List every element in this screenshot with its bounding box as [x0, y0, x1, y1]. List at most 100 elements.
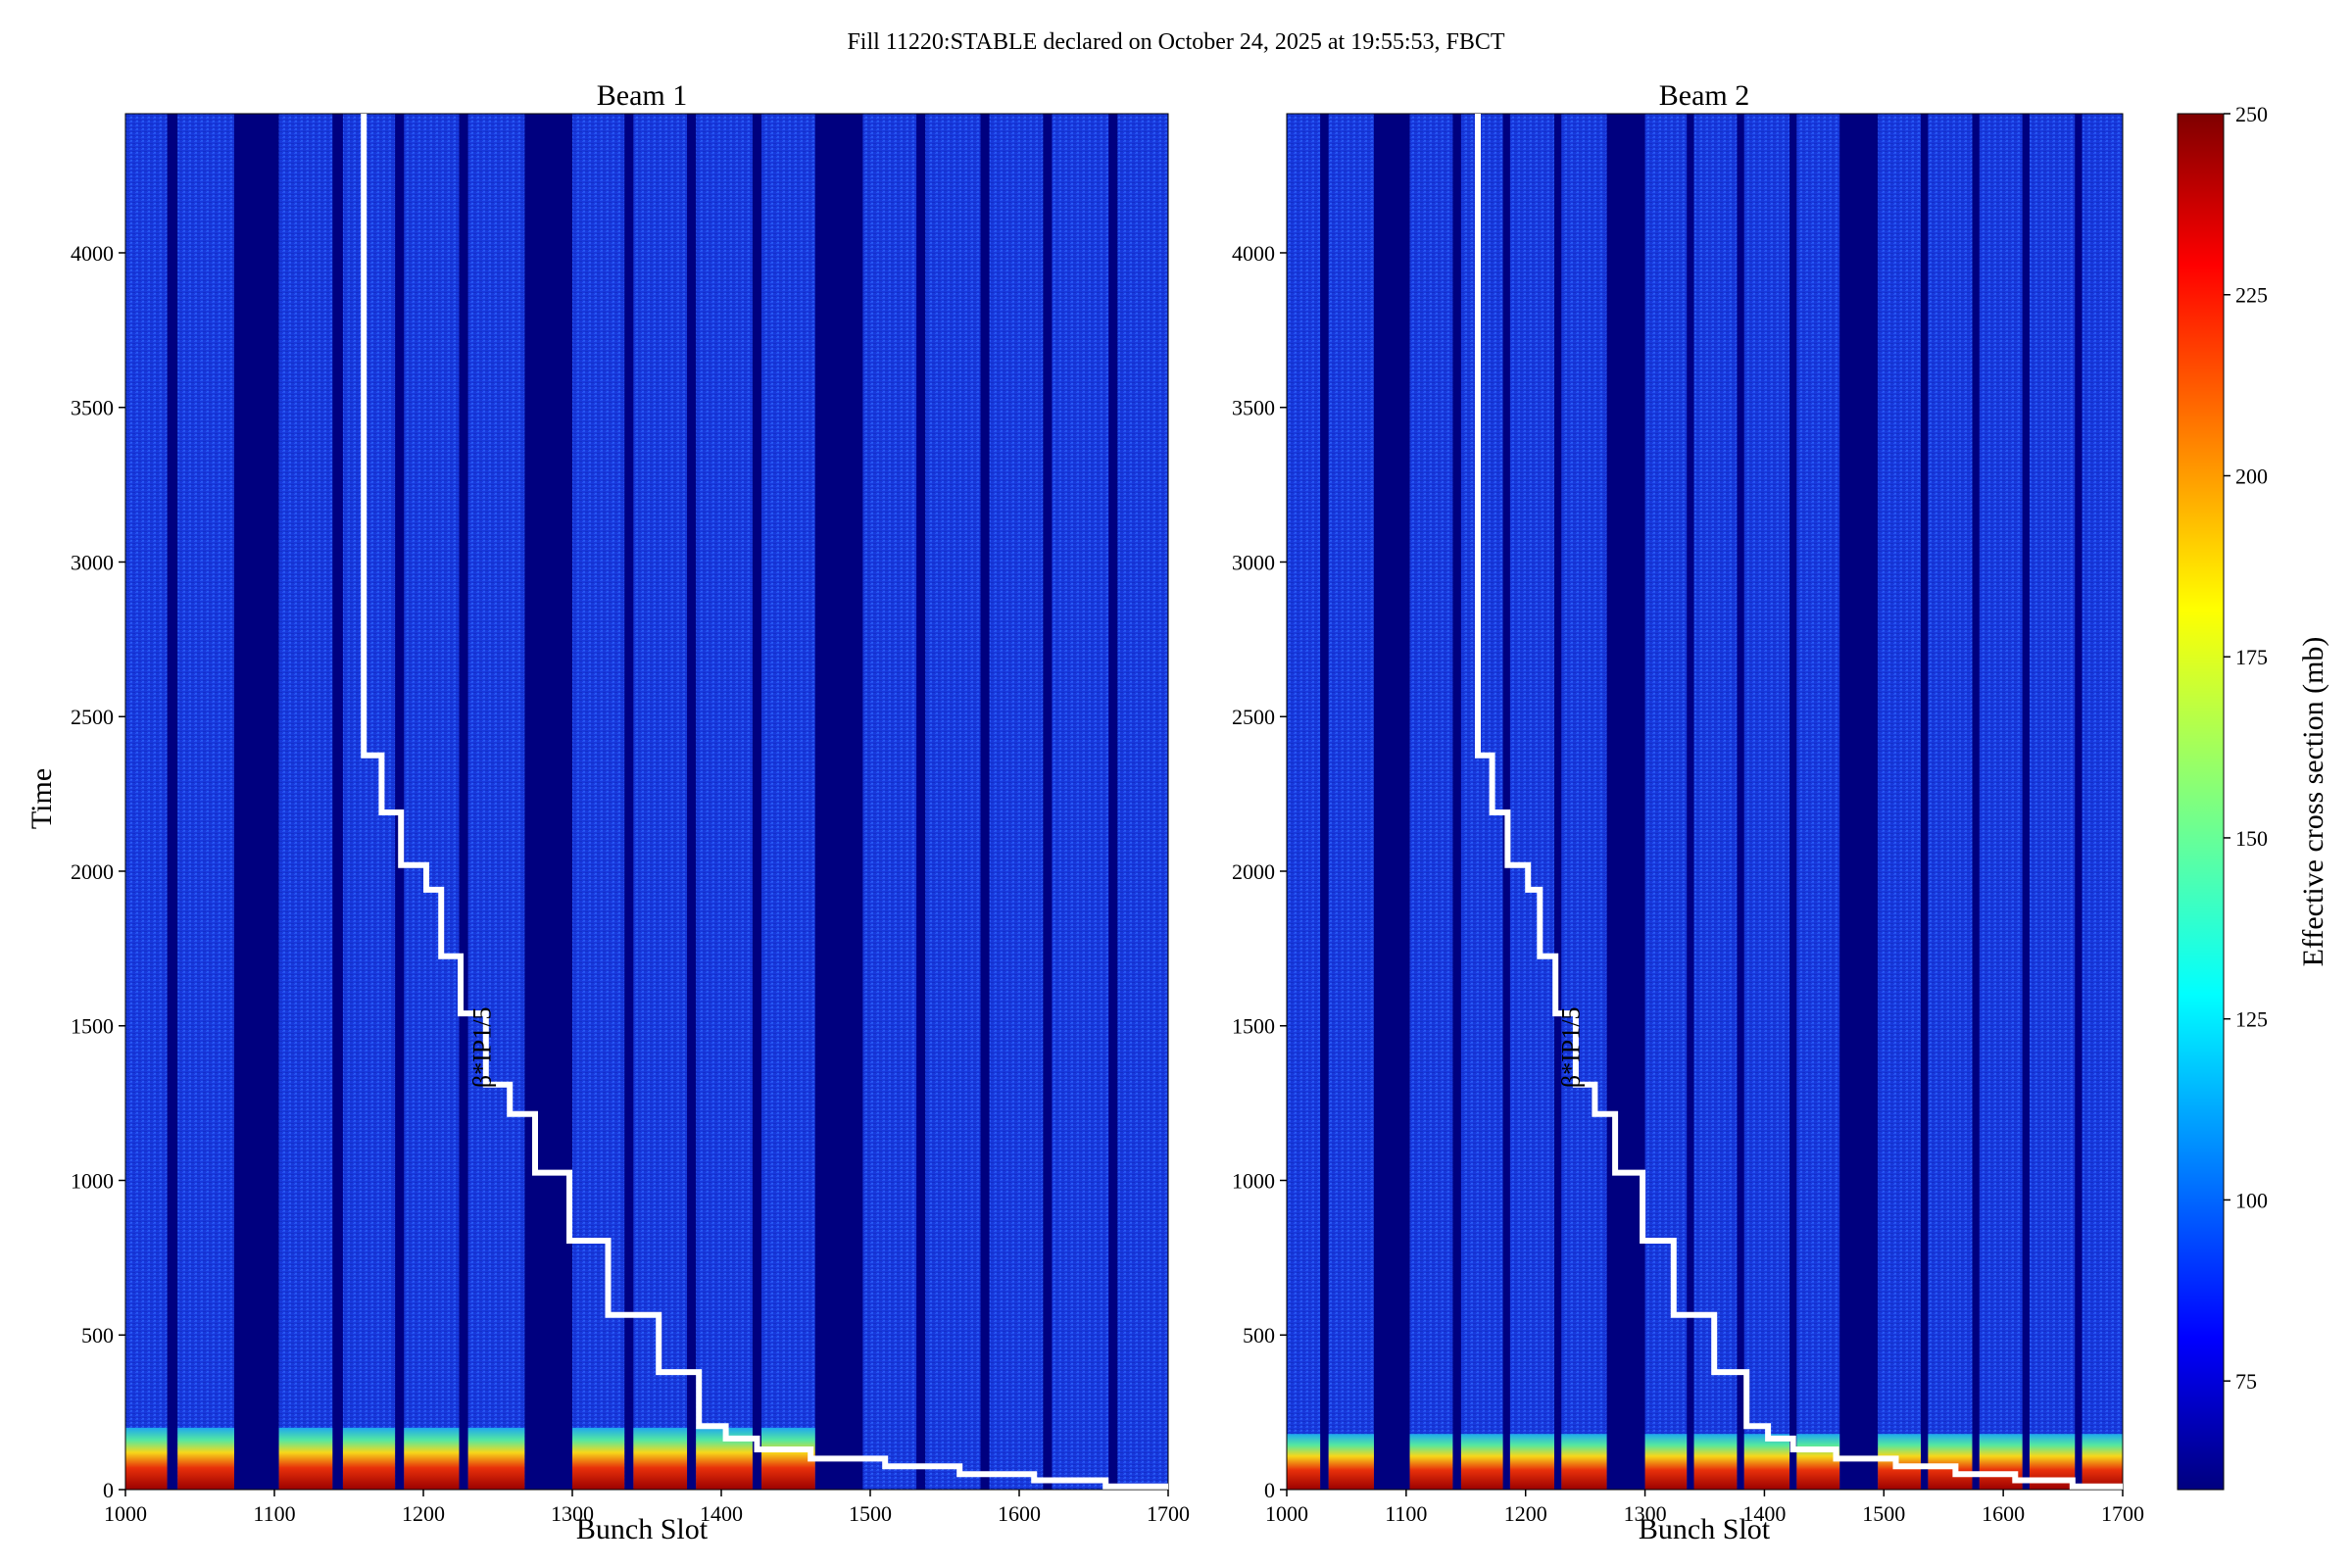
beam1-bunch-train-2 [177, 114, 234, 1490]
beam1-xtick-label: 1400 [700, 1501, 743, 1526]
beam2-high-band-9 [1743, 1434, 1790, 1490]
colorbar-tick-label: 75 [2235, 1369, 2257, 1394]
beam1-xtick-label: 1000 [104, 1501, 147, 1526]
figure-title: Fill 11220:STABLE declared on October 24… [847, 29, 1504, 55]
beam2-ytick-label: 1500 [1232, 1014, 1275, 1039]
beam1-bunch-train-8 [633, 114, 688, 1490]
beam1-xtick-label: 1600 [998, 1501, 1041, 1526]
beam1-ytick-label: 2500 [71, 705, 114, 729]
beam2-bunch-train-7 [1644, 114, 1688, 1490]
beam1-high-band-10 [761, 1427, 815, 1490]
beam2-xtick-label: 1300 [1624, 1501, 1667, 1526]
colorbar-label: Effective cross section (mb) [2297, 637, 2329, 967]
beam1-panel: Beam 1 β*IP1/5 1000 1100 1200 1300 1400 1500 1… [25, 79, 1190, 1545]
beam2-panel: Beam 2 β*IP1/5 1000 1100 1200 1300 1400 1500 1… [1232, 79, 2144, 1545]
beam2-beta-annotation: β*IP1/5 [1557, 1007, 1586, 1089]
beam1-ytick-label: 3500 [71, 396, 114, 420]
beam2-bunch-train-10 [1796, 114, 1840, 1490]
beam2-bunch-train-8 [1693, 114, 1738, 1490]
beam2-bunch-train-13 [1979, 114, 2023, 1490]
beam2-ytick-label: 2000 [1232, 859, 1275, 884]
colorbar-tick-label: 100 [2235, 1188, 2268, 1212]
beam1-bunch-train-6 [467, 114, 525, 1490]
beam1-heatmap: β*IP1/5 [124, 113, 1169, 1491]
beam2-ytick-label: 500 [1243, 1323, 1275, 1348]
beam1-bunch-train-14 [1052, 114, 1109, 1490]
beam1-title: Beam 1 [597, 79, 687, 112]
beam2-high-band-12 [1928, 1434, 1973, 1490]
beam1-high-band-6 [467, 1427, 525, 1490]
beam2-plot-frame [1286, 113, 2124, 1491]
beam2-high-band-6 [1561, 1434, 1607, 1490]
colorbar-gradient [2177, 113, 2225, 1491]
beam2-high-band-3 [1409, 1434, 1453, 1490]
beam2-bunch-train-12 [1928, 114, 1973, 1490]
beam1-xtick-label: 1300 [551, 1501, 594, 1526]
beam2-high-band-7 [1644, 1434, 1688, 1490]
beam2-high-band-1 [1287, 1434, 1321, 1490]
beam1-y-ticks: 0 500 1000 1500 2000 2500 3000 3500 4000 [71, 241, 125, 1502]
beam1-ytick-label: 1000 [71, 1168, 114, 1193]
beam1-plot-frame [124, 113, 1169, 1491]
beam1-bunch-train-12 [925, 114, 981, 1490]
beam2-bunch-train-6 [1561, 114, 1607, 1490]
beam2-xtick-label: 1200 [1504, 1501, 1547, 1526]
beam1-beta-star-step-line [361, 114, 1168, 1490]
beam1-high-band-8 [633, 1427, 688, 1490]
beam2-high-band-4 [1460, 1434, 1503, 1490]
beam2-y-ticks: 0 500 1000 1500 2000 2500 3000 3500 4000 [1232, 241, 1287, 1502]
beam1-ytick-label: 4000 [71, 241, 114, 266]
beam1-high-band-1 [125, 1427, 168, 1490]
beam2-xlabel: Bunch Slot [1639, 1513, 1771, 1545]
beam1-bunch-train-9 [696, 114, 753, 1490]
beam1-bunch-train-13 [989, 114, 1044, 1490]
beam1-ytick-label: 0 [103, 1478, 114, 1502]
beam1-xtick-label: 1100 [253, 1501, 295, 1526]
beam1-ytick-label: 500 [81, 1323, 114, 1348]
beam2-bunch-train-14 [2029, 114, 2076, 1490]
beam2-xtick-label: 1400 [1742, 1501, 1786, 1526]
beam2-ytick-label: 1000 [1232, 1168, 1275, 1193]
beam1-xlabel: Bunch Slot [576, 1513, 709, 1545]
beam2-beta-star-step-line [1475, 114, 2123, 1490]
beam1-x-ticks: 1000 1100 1200 1300 1400 1500 1600 1700 [104, 1490, 1190, 1526]
beam2-bunch-train-4 [1460, 114, 1503, 1490]
beam1-xtick-label: 1700 [1147, 1501, 1190, 1526]
beam1-high-band-2 [177, 1427, 234, 1490]
beam1-beta-annotation: β*IP1/5 [467, 1007, 496, 1089]
beam2-high-band-5 [1509, 1434, 1554, 1490]
beam2-bunch-train-15 [2082, 114, 2123, 1490]
beam1-bunch-train-11 [862, 114, 917, 1490]
beam2-ytick-label: 4000 [1232, 241, 1275, 266]
beam2-high-band-8 [1693, 1434, 1738, 1490]
beam2-heatmap: β*IP1/5 [1286, 113, 2124, 1491]
colorbar-tick-label: 150 [2235, 826, 2268, 851]
beam1-bunch-train-15 [1117, 114, 1168, 1490]
beam1-bunch-train-1 [125, 114, 168, 1490]
colorbar-ticks: 75 100 125 150 175 200 225 250 [2224, 102, 2268, 1394]
beam2-bunch-train-5 [1509, 114, 1554, 1490]
beam1-bunch-train-10 [761, 114, 815, 1490]
colorbar: 75 100 125 150 175 200 225 250 Effective cross … [2177, 102, 2329, 1491]
beam1-ytick-label: 1500 [71, 1014, 114, 1039]
beam1-ytick-label: 3000 [71, 550, 114, 574]
colorbar-tick-label: 175 [2235, 645, 2268, 669]
beam2-high-band-11 [1878, 1434, 1922, 1490]
beam1-bunch-train-7 [572, 114, 625, 1490]
beam2-bunch-train-9 [1743, 114, 1790, 1490]
beam2-ytick-label: 0 [1264, 1478, 1275, 1502]
beam2-bunch-train-2 [1328, 114, 1374, 1490]
colorbar-tick-label: 200 [2235, 464, 2268, 488]
beam1-high-band-4 [342, 1427, 396, 1490]
beam2-ytick-label: 3000 [1232, 550, 1275, 574]
colorbar-tick-label: 125 [2235, 1007, 2268, 1032]
beam2-x-ticks: 1000 1100 1200 1300 1400 1500 1600 1700 [1265, 1490, 2144, 1526]
beam2-bunch-train-1 [1287, 114, 1321, 1490]
beam2-ytick-label: 2500 [1232, 705, 1275, 729]
beam2-high-band-2 [1328, 1434, 1374, 1490]
beam2-bunch-train-3 [1409, 114, 1453, 1490]
beam2-xtick-label: 1100 [1385, 1501, 1427, 1526]
beam2-xtick-label: 1000 [1265, 1501, 1308, 1526]
colorbar-tick-label: 225 [2235, 283, 2268, 308]
